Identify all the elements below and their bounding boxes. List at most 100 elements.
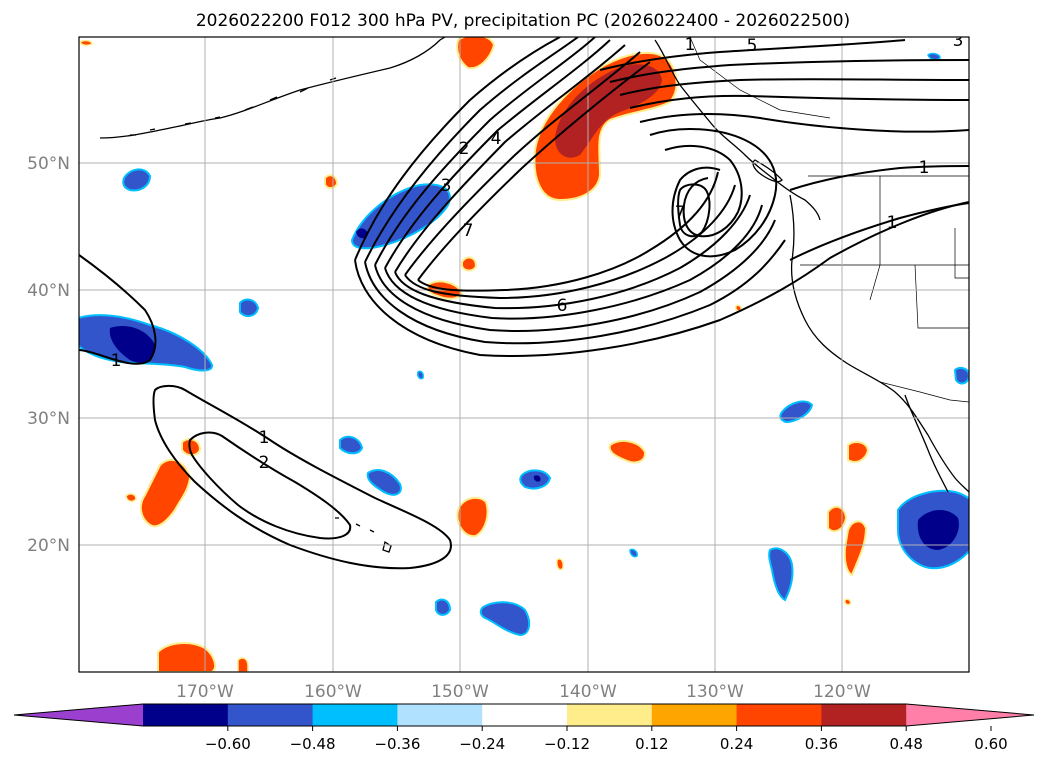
colorbar-tick-label: −0.48: [290, 735, 336, 753]
colorbar-segment: [736, 704, 822, 726]
colorbar-segment: [397, 704, 483, 726]
pv-contour: [384, 39, 611, 269]
lat-label: 40°N: [27, 281, 70, 301]
precip-region-darkblue: [917, 509, 959, 550]
vancouver-island: [752, 159, 783, 183]
gridlines: [79, 37, 969, 672]
precip-region-blue: [339, 435, 364, 455]
pv-contour: [404, 51, 641, 276]
precip-region-blue: [417, 370, 424, 380]
alaska-canada-border: [689, 37, 831, 119]
colorbar-segment: [821, 704, 907, 726]
pv-contour: [364, 239, 786, 345]
colorbar-tick-label: −0.36: [374, 735, 420, 753]
precip-region-blue: [239, 298, 260, 318]
precip-region-orange: [608, 439, 647, 464]
contour-label: 1: [259, 428, 270, 448]
colorbar-outline: [13, 703, 1035, 727]
pv-contour: [629, 94, 969, 109]
pv-contour: [394, 194, 751, 310]
pv-contour: [79, 254, 157, 365]
contour-labels: 1 1 2 2 3 4 5 6 7 7 1 1 1 3: [111, 31, 964, 473]
contour-label: 2: [459, 139, 470, 159]
contour-label: 2: [259, 453, 270, 473]
precip-region-darkred: [555, 64, 662, 158]
colorbar-extend-max: [906, 704, 1034, 726]
state-borders: [800, 176, 969, 329]
pv-contour: [354, 201, 969, 357]
baja-coastline: [904, 394, 949, 493]
pv-contour: [384, 204, 763, 320]
contour-label: 1: [685, 35, 696, 55]
precip-region-orange: [324, 174, 339, 190]
pv-contour: [789, 202, 969, 261]
contour-label: 3: [953, 31, 964, 51]
colorbar-tick-label: 0.24: [720, 735, 753, 753]
pv-contour: [417, 171, 719, 292]
pv-contour: [374, 37, 596, 266]
precip-region-darkblue: [533, 475, 541, 482]
precip-region-orange: [456, 496, 489, 538]
precip-region-orange: [456, 37, 496, 70]
pv-contour: [354, 37, 561, 261]
pv-contour: [417, 61, 651, 281]
precip-region-blue: [479, 601, 531, 637]
map-title: 2026022200 F012 300 hPa PV, precipitatio…: [196, 11, 850, 31]
contour-label: 1: [919, 158, 930, 178]
colorbar-tick-label: −0.12: [544, 735, 590, 753]
precip-region-blue: [927, 52, 941, 61]
pv-contour: [639, 112, 969, 133]
colorbar-tick-label: 0.36: [805, 735, 838, 753]
pv-contour: [364, 37, 579, 263]
colorbar-segment: [482, 704, 568, 726]
precip-region-orange: [844, 598, 852, 606]
colorbar-segment: [312, 704, 398, 726]
precip-region-orange: [125, 493, 137, 503]
contour-label: 7: [675, 203, 686, 223]
contour-label: 4: [491, 129, 502, 149]
colorbar-segment: [651, 704, 738, 726]
colorbar-tick-label: −0.24: [459, 735, 505, 753]
contour-label: 7: [463, 221, 474, 241]
map-panel: [79, 37, 969, 672]
colorbar: −0.60 −0.48 −0.36 −0.24 −0.12 0.12 0.24 0.36 0.4…: [13, 703, 1035, 753]
precip-region-darkblue: [109, 325, 156, 363]
contour-label: 1: [887, 213, 898, 233]
lat-label: 50°N: [27, 154, 70, 174]
precip-region-blue: [122, 168, 152, 192]
political-borders: [689, 37, 969, 403]
map-content: 1 1 2 2 3 4 5 6 7 7 1 1 1 3: [79, 31, 969, 672]
pv-contour: [404, 184, 736, 300]
pv-contour: [619, 78, 969, 96]
precip-region-darkblue: [356, 228, 368, 239]
lon-label: 120°W: [813, 682, 871, 702]
colorbar-segment: [227, 704, 314, 726]
hawaii-islands: [335, 517, 392, 553]
pv-contour: [374, 219, 776, 332]
contour-label: 1: [111, 351, 122, 371]
lon-label: 160°W: [304, 682, 362, 702]
precip-region-orange: [556, 558, 564, 571]
pv-contour: [789, 165, 969, 191]
pv-contours: [79, 37, 969, 570]
contour-label: 6: [557, 296, 568, 316]
precip-region-orange: [79, 39, 93, 47]
contour-label: 3: [441, 176, 452, 196]
colorbar-tick-label: 0.48: [889, 735, 922, 753]
mexico-us-border: [879, 381, 969, 403]
map-frame: [78, 36, 970, 673]
lon-label: 150°W: [431, 682, 489, 702]
colorbar-segment: [143, 704, 229, 726]
precip-region-blue: [435, 598, 452, 616]
colorbar-tick-label: 0.60: [974, 735, 1007, 753]
pv-contour: [152, 384, 452, 570]
precip-region-orange: [847, 441, 870, 463]
precip-region-blue: [629, 548, 638, 558]
lon-label: 170°W: [176, 682, 234, 702]
aleutian-islands: [130, 77, 337, 136]
lat-label: 20°N: [27, 536, 70, 556]
pv-contour: [394, 44, 626, 273]
precip-region-orange: [461, 256, 478, 272]
